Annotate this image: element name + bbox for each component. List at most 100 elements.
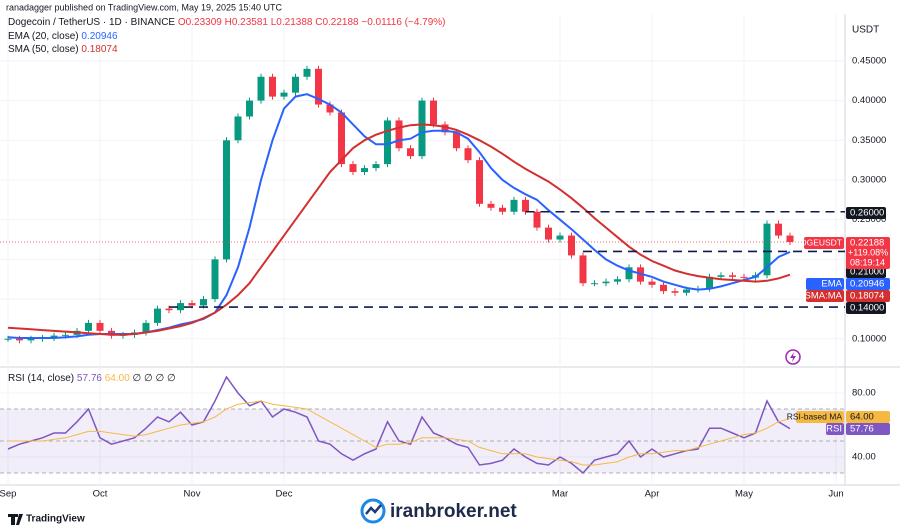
candle <box>96 322 104 331</box>
level-label-box <box>846 302 886 314</box>
candle <box>487 203 495 208</box>
candle <box>246 100 253 117</box>
candle <box>188 303 196 306</box>
series-line <box>7 123 791 336</box>
x-tick-label: Oct <box>93 489 108 500</box>
candle <box>292 76 299 93</box>
candle <box>706 276 713 289</box>
candle <box>50 335 58 339</box>
legend-item: 57.76 <box>77 373 102 384</box>
candle <box>62 334 69 336</box>
y-tick-label: 0.40000 <box>852 95 886 106</box>
candle <box>522 199 529 212</box>
axis-tag: RSI <box>826 424 842 435</box>
candle <box>315 68 322 105</box>
legend-item: ∅ ∅ ∅ ∅ <box>133 373 176 384</box>
candle <box>453 132 460 149</box>
legend-item: SMA (50, close) <box>8 44 79 55</box>
axis-label: 08:19:14 <box>850 257 885 267</box>
candle <box>269 76 276 97</box>
x-tick-label: Jun <box>828 489 843 500</box>
candle <box>441 124 449 133</box>
candle <box>395 120 403 149</box>
series-line <box>8 400 791 466</box>
candle <box>257 76 265 101</box>
candle <box>303 68 311 77</box>
axis-tag-box <box>804 237 844 249</box>
x-tick-label: Sep <box>0 489 16 500</box>
candle <box>614 279 621 282</box>
axis-tag-box <box>806 290 844 302</box>
legend-item: 0.20946 <box>81 31 118 42</box>
candle <box>729 275 736 277</box>
y-tick-label: 40.00 <box>852 452 876 463</box>
candle <box>648 281 656 285</box>
watermark-text: iranbroker.net <box>390 501 517 522</box>
legend-row: EMA (20, close) 0.20946 <box>8 31 118 42</box>
publisher-line: ranadagger published on TradingView.com,… <box>6 2 283 12</box>
y-tick-label: 0.25000 <box>852 214 886 225</box>
candle <box>223 140 230 260</box>
level-label: 0.14000 <box>850 303 884 314</box>
candle <box>338 112 345 165</box>
candle <box>4 338 12 340</box>
candle <box>372 164 380 169</box>
level-label: 0.26000 <box>850 208 884 219</box>
legend-item: RSI (14, close) <box>8 373 74 384</box>
event-icon <box>790 352 796 362</box>
y-tick-label: 80.00 <box>852 388 876 399</box>
candle <box>775 223 782 236</box>
y-tick-label: 0.30000 <box>852 175 886 186</box>
candle <box>499 207 506 212</box>
candle <box>200 299 207 306</box>
candle <box>579 255 587 284</box>
candle <box>280 92 288 97</box>
level-label-box <box>846 207 886 219</box>
candle <box>591 283 598 285</box>
axis-tag: SMA:MA <box>805 291 843 302</box>
axis-tag: EMA <box>821 279 842 290</box>
axis-tag-box <box>826 423 844 435</box>
candle <box>510 199 518 212</box>
axis-tag: RSI-based MA <box>787 411 843 421</box>
currency: USDT <box>852 25 879 36</box>
candle <box>660 284 667 292</box>
candle <box>27 338 35 341</box>
candle <box>349 164 357 173</box>
axis-label: 57.76 <box>850 424 874 435</box>
candle <box>740 276 748 278</box>
y-tick-label: 0.35000 <box>852 135 886 146</box>
axis-label-box <box>846 290 890 302</box>
axis-label: 0.22188 <box>850 238 884 249</box>
candle <box>625 267 633 280</box>
axis-tag: DOGEUSDT <box>794 237 842 247</box>
brand-name: TradingView <box>26 514 85 525</box>
axis-label-box <box>846 237 890 269</box>
candle <box>154 308 161 323</box>
legend-item: EMA (20, close) <box>8 31 79 42</box>
candle <box>476 160 483 204</box>
candle <box>602 281 610 284</box>
axis-label-box <box>846 423 890 435</box>
y-tick-label: 0.10000 <box>852 333 886 344</box>
legend-row: SMA (50, close) 0.18074 <box>8 44 118 55</box>
brand: TradingView <box>8 514 85 525</box>
candle <box>717 275 725 277</box>
axis-tag-box <box>796 411 844 423</box>
candle <box>326 104 334 113</box>
candle <box>671 291 679 293</box>
legend-item: 64.00 <box>105 373 130 384</box>
legend-item: O0.23309 H0.23581 L0.21388 C0.22188 −0.0… <box>178 17 446 28</box>
x-tick-label: Apr <box>645 489 660 500</box>
x-tick-label: Nov <box>184 489 201 500</box>
candle <box>234 116 242 141</box>
x-tick-label: Dec <box>276 489 293 500</box>
candle <box>418 100 426 157</box>
candle <box>568 235 575 256</box>
candle <box>464 148 472 161</box>
x-tick-label: May <box>735 489 753 500</box>
candle <box>533 211 541 228</box>
candle <box>361 168 368 173</box>
candle <box>556 235 564 240</box>
